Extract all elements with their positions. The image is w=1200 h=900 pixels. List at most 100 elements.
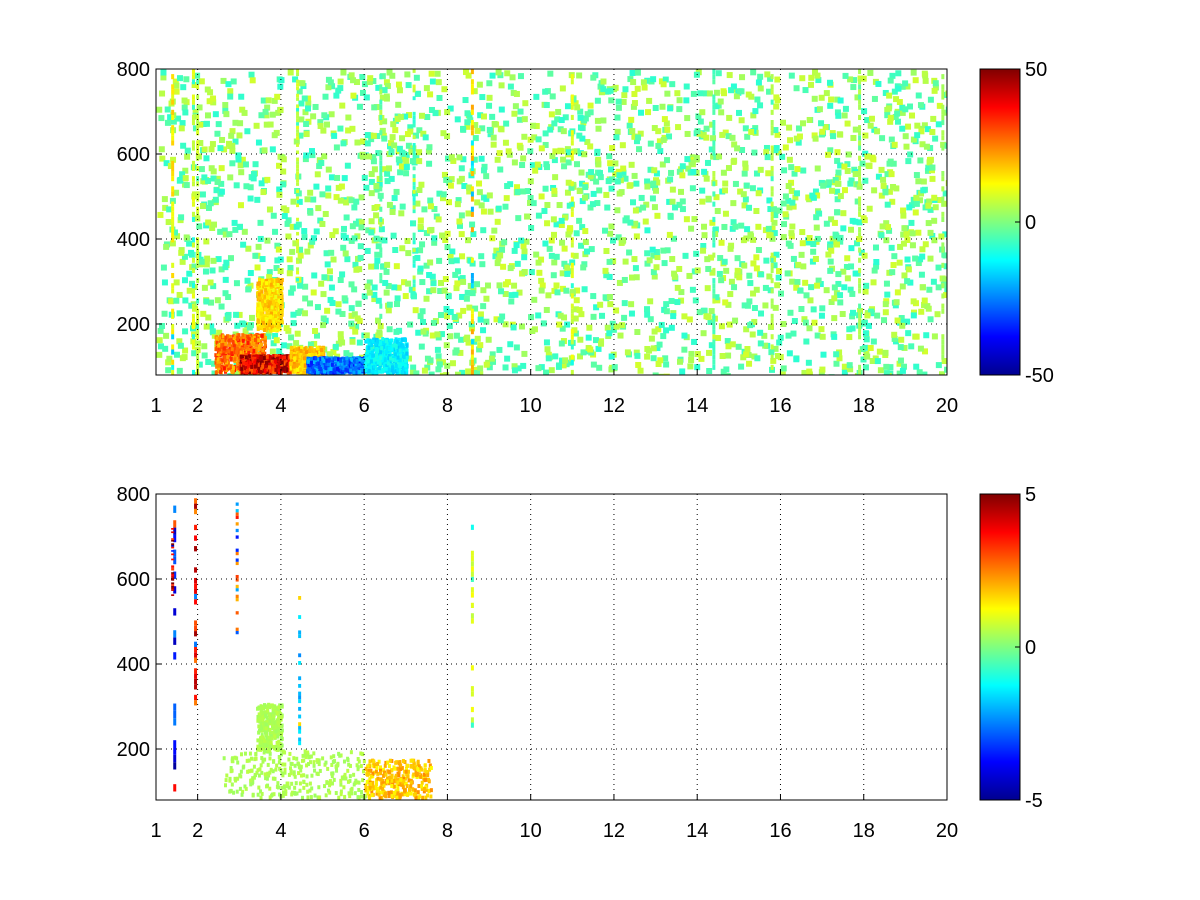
heatmap-cell — [302, 109, 309, 116]
heatmap-cell — [161, 279, 168, 286]
heatmap-streak — [570, 369, 574, 375]
heatmap-streak — [770, 267, 774, 273]
heatmap-streak — [941, 308, 945, 314]
heatmap-cell — [325, 185, 332, 192]
heatmap-cell — [719, 131, 726, 138]
heatmap-cell — [806, 116, 813, 123]
heatmap-streak — [712, 267, 716, 273]
heatmap-cell — [538, 145, 545, 152]
heatmap-cell — [274, 367, 278, 372]
heatmap-cell — [652, 187, 659, 194]
heatmap-cell — [217, 367, 221, 372]
heatmap-cell — [487, 208, 494, 215]
heatmap-streak — [570, 140, 574, 146]
heatmap-cell — [402, 293, 409, 300]
heatmap-streak — [470, 329, 474, 335]
heatmap-streak — [858, 135, 862, 141]
heatmap-cell — [619, 322, 626, 329]
heatmap-cell — [823, 90, 830, 97]
heatmap-cell — [701, 223, 708, 230]
heatmap-cell — [587, 204, 594, 211]
heatmap-cell — [909, 242, 916, 249]
heatmap-cell — [539, 282, 546, 289]
heatmap-cell — [800, 263, 807, 270]
heatmap-cell — [825, 251, 832, 258]
heatmap-cell — [900, 212, 907, 219]
heatmap-cell — [395, 81, 402, 88]
heatmap-cell — [644, 227, 651, 234]
heatmap-cell — [543, 306, 550, 313]
heatmap-cell — [405, 355, 412, 362]
heatmap-streak — [412, 111, 416, 116]
heatmap-cell — [560, 362, 567, 369]
heatmap-cell — [684, 156, 691, 163]
heatmap-cell — [741, 302, 748, 309]
heatmap-cell — [558, 217, 565, 224]
heatmap-cell — [311, 340, 318, 347]
heatmap-cell — [246, 340, 250, 345]
heatmap-cell — [732, 317, 739, 324]
heatmap-streak — [570, 359, 574, 365]
heatmap-cell — [744, 346, 751, 353]
heatmap-cell — [280, 181, 287, 188]
heatmap-cell — [520, 362, 527, 369]
heatmap-cell — [552, 174, 559, 181]
heatmap-cell — [208, 146, 215, 153]
heatmap-cell — [191, 350, 198, 357]
heatmap-cell — [914, 122, 921, 129]
heatmap-cell — [576, 72, 583, 79]
heatmap-cell — [365, 153, 372, 160]
heatmap-cell — [753, 254, 760, 261]
heatmap-cell — [671, 270, 678, 277]
heatmap-cell — [651, 167, 658, 174]
heatmap-streak — [191, 334, 195, 340]
heatmap-streak — [858, 165, 862, 171]
heatmap-cell — [940, 141, 947, 148]
heatmap-streak — [858, 201, 862, 207]
heatmap-cell — [826, 179, 833, 186]
heatmap-cell — [511, 110, 518, 117]
heatmap-cell — [572, 306, 579, 313]
heatmap-cell — [664, 247, 671, 254]
heatmap-cell — [219, 136, 226, 143]
heatmap-streak — [712, 252, 716, 258]
heatmap-cell — [384, 261, 391, 268]
heatmap-cell — [554, 116, 561, 123]
heatmap-cell — [750, 290, 757, 297]
heatmap-streak — [196, 155, 200, 161]
heatmap-cell — [201, 174, 208, 181]
heatmap-cell — [785, 332, 792, 339]
heatmap-cell — [483, 195, 490, 202]
heatmap-cell — [426, 160, 433, 167]
heatmap-cell — [825, 151, 832, 158]
heatmap-streak — [858, 130, 862, 136]
heatmap-cell — [330, 359, 334, 364]
heatmap-cell — [701, 168, 708, 175]
heatmap-cell — [225, 355, 229, 360]
heatmap-cell — [265, 97, 272, 104]
heatmap-cell — [517, 73, 524, 80]
heatmap-cell — [871, 267, 878, 274]
heatmap-cell — [385, 165, 392, 172]
heatmap-cell — [227, 338, 231, 343]
heatmap-cell — [852, 270, 859, 277]
heatmap-cell — [789, 278, 796, 285]
heatmap-cell — [262, 333, 266, 338]
heatmap-cell — [410, 364, 417, 371]
heatmap-cell — [726, 321, 733, 328]
heatmap-cell — [175, 115, 182, 122]
heatmap-cell — [308, 367, 312, 372]
heatmap-cell — [702, 90, 709, 97]
heatmap-cell — [342, 234, 349, 241]
heatmap-cell — [324, 261, 331, 268]
heatmap-cell — [209, 267, 216, 274]
heatmap-cell — [723, 366, 730, 373]
heatmap-cell — [788, 164, 795, 171]
heatmap-cell — [186, 240, 193, 247]
heatmap-cell — [739, 146, 746, 153]
heatmap-cell — [398, 210, 405, 217]
heatmap-cell — [725, 165, 732, 172]
heatmap-cell — [179, 355, 186, 362]
heatmap-cell — [227, 349, 231, 354]
heatmap-cell — [286, 370, 290, 375]
